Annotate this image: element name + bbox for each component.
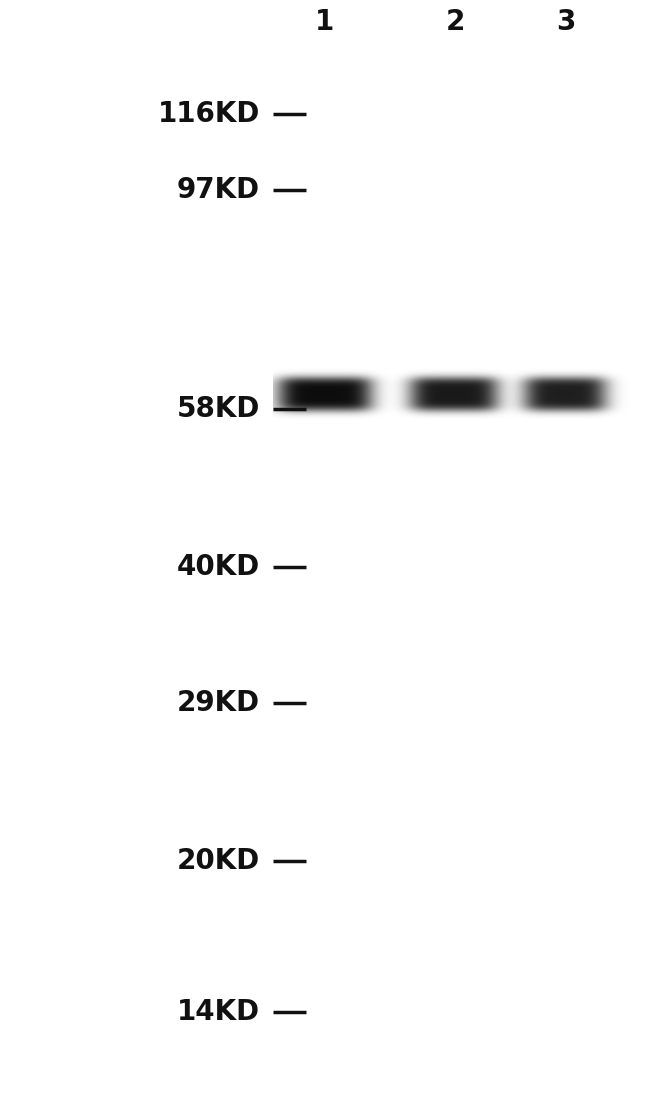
Text: 3: 3	[556, 8, 575, 36]
Text: 1: 1	[315, 8, 335, 36]
Text: 20KD: 20KD	[177, 847, 260, 874]
Text: 2: 2	[445, 8, 465, 36]
Bar	[0, 0, 273, 1100]
Text: 116KD: 116KD	[157, 100, 260, 129]
Text: 58KD: 58KD	[177, 395, 260, 422]
Text: 40KD: 40KD	[177, 552, 260, 581]
Text: 97KD: 97KD	[177, 176, 260, 205]
Bar	[273, 0, 650, 1100]
Text: 14KD: 14KD	[177, 999, 260, 1026]
Text: 29KD: 29KD	[177, 689, 260, 717]
